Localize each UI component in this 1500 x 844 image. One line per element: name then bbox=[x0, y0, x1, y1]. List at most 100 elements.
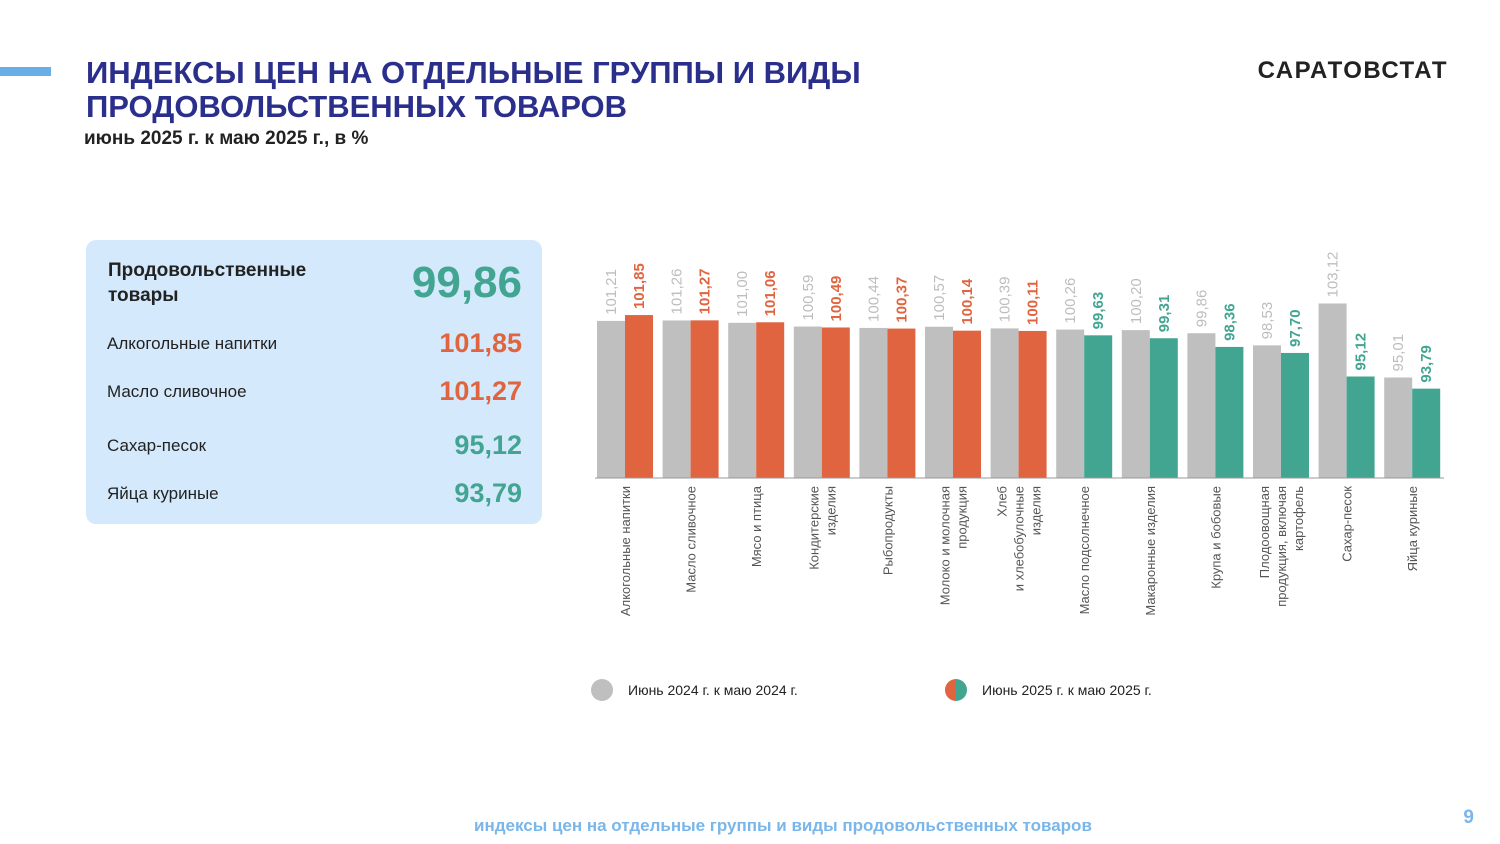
summary-row-label: Масло сливочное bbox=[107, 382, 247, 401]
summary-row-label: Алкогольные напитки bbox=[107, 334, 278, 353]
svg-text:Масло сливочное: Масло сливочное bbox=[684, 486, 699, 593]
svg-text:Яйца куриные: Яйца куриные bbox=[1405, 486, 1420, 571]
svg-text:Рыбопродукты: Рыбопродукты bbox=[880, 486, 895, 575]
summary-row: Алкогольные напитки 101,85 bbox=[86, 328, 542, 364]
bar-label-2025: 97,70 bbox=[1287, 309, 1304, 347]
svg-text:изделия: изделия bbox=[823, 486, 838, 535]
bar-2024 bbox=[597, 320, 625, 478]
price-index-chart: 101,21 101,85 Алкогольные напитки 101,26 101… bbox=[595, 252, 1444, 616]
svg-text:картофель: картофель bbox=[1291, 486, 1306, 551]
category-label: Мясо и птица bbox=[749, 485, 764, 567]
bar-label-2025: 100,14 bbox=[959, 278, 976, 325]
footer-text: индексы цен на отдельные группы и виды п… bbox=[474, 816, 1092, 835]
summary-row-label: Сахар-песок bbox=[107, 436, 207, 455]
category-label: Рыбопродукты bbox=[880, 486, 895, 575]
category-label: Яйца куриные bbox=[1405, 486, 1420, 571]
bar-label-2024: 100,44 bbox=[865, 276, 882, 322]
bar-2025 bbox=[821, 327, 850, 478]
page-number: 9 bbox=[1463, 807, 1474, 828]
category-label: Макаронные изделия bbox=[1143, 486, 1158, 616]
bar-label-2024: 100,26 bbox=[1062, 278, 1079, 324]
category-label: Сахар-песок bbox=[1340, 486, 1355, 562]
bar-label-2024: 100,59 bbox=[800, 275, 817, 321]
legend-split-circle-icon bbox=[945, 679, 967, 701]
category-label: Молоко и молочная продукция bbox=[938, 486, 970, 605]
legend-gray-circle-icon bbox=[591, 679, 613, 701]
svg-text:Хлеб: Хлеб bbox=[995, 486, 1010, 517]
bar-label-2025: 93,79 bbox=[1418, 345, 1435, 383]
bar-label-2025: 99,31 bbox=[1156, 295, 1173, 333]
bar-label-2024: 100,20 bbox=[1128, 278, 1145, 324]
bar-label-2025: 98,36 bbox=[1221, 303, 1238, 341]
accent-bar bbox=[0, 67, 51, 76]
bar-2025 bbox=[887, 328, 916, 478]
summary-row-value: 101,27 bbox=[439, 376, 522, 406]
bar-label-2024: 95,01 bbox=[1390, 334, 1407, 372]
bar-2025 bbox=[1346, 376, 1375, 478]
bar-label-2025: 100,11 bbox=[1025, 280, 1042, 325]
category-label: Крупа и бобовые bbox=[1208, 486, 1223, 589]
svg-text:изделия: изделия bbox=[1029, 486, 1044, 535]
svg-text:Кондитерские: Кондитерские bbox=[806, 486, 821, 570]
category-label: Алкогольные напитки bbox=[618, 486, 633, 616]
bar-label-2024: 101,26 bbox=[669, 269, 686, 315]
bar-label-2025: 99,63 bbox=[1090, 292, 1107, 330]
bar-2025 bbox=[1018, 330, 1047, 478]
bar-label-2024: 100,39 bbox=[997, 276, 1014, 322]
category-label: Масло сливочное bbox=[684, 486, 699, 593]
bar-2024 bbox=[1253, 345, 1281, 478]
category-label: Хлеб и хлебобулочные изделия bbox=[995, 486, 1044, 591]
svg-text:Молоко и молочная: Молоко и молочная bbox=[938, 486, 953, 605]
summary-row-label: Яйца куриные bbox=[107, 484, 219, 503]
bar-2024 bbox=[990, 328, 1019, 478]
bar-label-2025: 100,37 bbox=[893, 277, 910, 323]
page-subtitle: июнь 2025 г. к маю 2025 г., в % bbox=[84, 128, 369, 149]
page-title: ИНДЕКСЫ ЦЕН НА ОТДЕЛЬНЫЕ ГРУППЫ И ВИДЫ П… bbox=[86, 55, 861, 124]
svg-text:и хлебобулочные: и хлебобулочные bbox=[1012, 486, 1027, 591]
summary-panel: Продовольственные товары 99,86 Алкогольн… bbox=[86, 240, 542, 524]
category-label: Плодоовощная продукция, включая картофель bbox=[1257, 486, 1306, 607]
brand-logo: САРАТОВСТАТ bbox=[1257, 57, 1448, 84]
bar-2025 bbox=[1412, 388, 1441, 478]
legend-label: Июнь 2024 г. к маю 2024 г. bbox=[628, 682, 798, 698]
summary-row-value: 95,12 bbox=[454, 430, 522, 460]
summary-main-label: Продовольственные товары bbox=[108, 260, 307, 306]
bar-label-2024: 99,86 bbox=[1193, 290, 1210, 328]
summary-row: Масло сливочное 101,27 bbox=[86, 376, 542, 412]
bar-2024 bbox=[728, 322, 757, 478]
bar-2024 bbox=[662, 320, 691, 478]
svg-text:Макаронные изделия: Макаронные изделия bbox=[1143, 486, 1158, 616]
bar-label-2025: 100,49 bbox=[828, 276, 845, 322]
bar-2024 bbox=[1318, 303, 1347, 478]
bar-2025 bbox=[1084, 335, 1113, 478]
bar-2024 bbox=[859, 327, 888, 478]
summary-row: Яйца куриные 93,79 bbox=[86, 478, 542, 514]
svg-text:продукция, включая: продукция, включая bbox=[1274, 486, 1289, 607]
bar-2025 bbox=[625, 315, 653, 478]
bar-2024 bbox=[925, 326, 953, 478]
category-label: Масло подсолнечное bbox=[1077, 486, 1092, 614]
bar-2024 bbox=[1056, 329, 1085, 478]
bar-label-2025: 101,06 bbox=[762, 270, 779, 316]
bar-2024 bbox=[1121, 330, 1150, 478]
bar-label-2024: 103,12 bbox=[1325, 252, 1342, 298]
svg-text:продукция: продукция bbox=[955, 486, 970, 549]
bar-2025 bbox=[953, 330, 981, 478]
bar-2024 bbox=[793, 326, 822, 478]
bar-2024 bbox=[1384, 377, 1413, 478]
bar-2024 bbox=[1187, 333, 1216, 478]
svg-text:Плодоовощная: Плодоовощная bbox=[1257, 486, 1272, 578]
bar-label-2024: 101,21 bbox=[603, 269, 620, 315]
summary-row-value: 101,85 bbox=[439, 328, 522, 358]
bar-2025 bbox=[1281, 352, 1309, 478]
svg-text:Сахар-песок: Сахар-песок bbox=[1340, 486, 1355, 562]
svg-text:Мясо и птица: Мясо и птица bbox=[749, 485, 764, 567]
svg-text:Масло подсолнечное: Масло подсолнечное bbox=[1077, 486, 1092, 614]
bar-label-2024: 101,00 bbox=[734, 271, 751, 317]
category-label: Кондитерские изделия bbox=[806, 486, 838, 570]
bar-label-2024: 98,53 bbox=[1259, 302, 1276, 340]
bar-label-2025: 101,27 bbox=[697, 268, 714, 314]
summary-row-value: 93,79 bbox=[454, 478, 522, 508]
bar-2025 bbox=[1149, 338, 1178, 478]
svg-text:Алкогольные напитки: Алкогольные напитки bbox=[618, 486, 633, 616]
